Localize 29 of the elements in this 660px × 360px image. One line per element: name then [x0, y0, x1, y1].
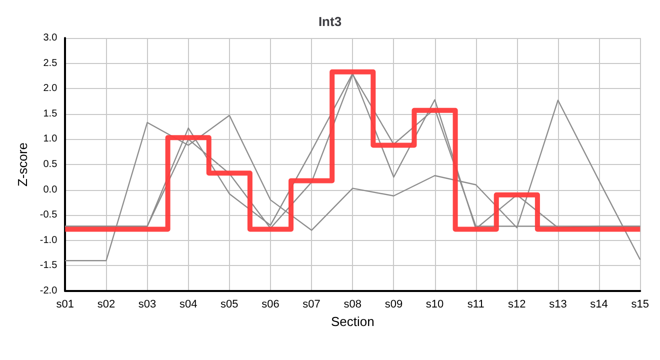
x-tick-label: s15	[631, 298, 650, 310]
x-tick-label: s03	[138, 298, 156, 310]
x-tick-label: s12	[508, 298, 526, 310]
y-tick-label: -0.5	[40, 210, 58, 221]
x-tick-label: s13	[549, 298, 567, 310]
y-tick-label: 0.0	[43, 184, 58, 196]
chart-title: Int3	[318, 14, 342, 29]
x-tick-label: s14	[590, 298, 608, 310]
y-tick-label: 2.5	[43, 58, 58, 69]
y-tick-label: 1.5	[43, 108, 58, 120]
x-tick-label: s09	[384, 298, 403, 310]
y-axis-title: Z-score	[15, 142, 30, 187]
x-tick-label: s07	[302, 298, 320, 310]
y-tick-label: -2.0	[40, 286, 58, 296]
x-tick-label: s11	[467, 298, 484, 310]
y-tick-label: 1.0	[43, 134, 58, 145]
y-tick-label: 2.0	[43, 83, 58, 94]
x-tick-label: s05	[220, 298, 238, 310]
y-tick-label: -1.5	[40, 260, 58, 272]
x-axis-title: Section	[330, 314, 374, 329]
y-tick-label: -1.0	[40, 234, 58, 246]
x-tick-label: s06	[262, 298, 280, 310]
y-tick-label: 0.5	[43, 159, 58, 170]
x-tick-label: s04	[179, 298, 198, 310]
x-tick-label: s10	[426, 298, 444, 310]
x-tick-label: s02	[97, 298, 116, 310]
y-tick-label: 3.0	[43, 32, 58, 44]
x-tick-label: s01	[56, 298, 74, 310]
x-tick-label: s08	[344, 298, 362, 310]
